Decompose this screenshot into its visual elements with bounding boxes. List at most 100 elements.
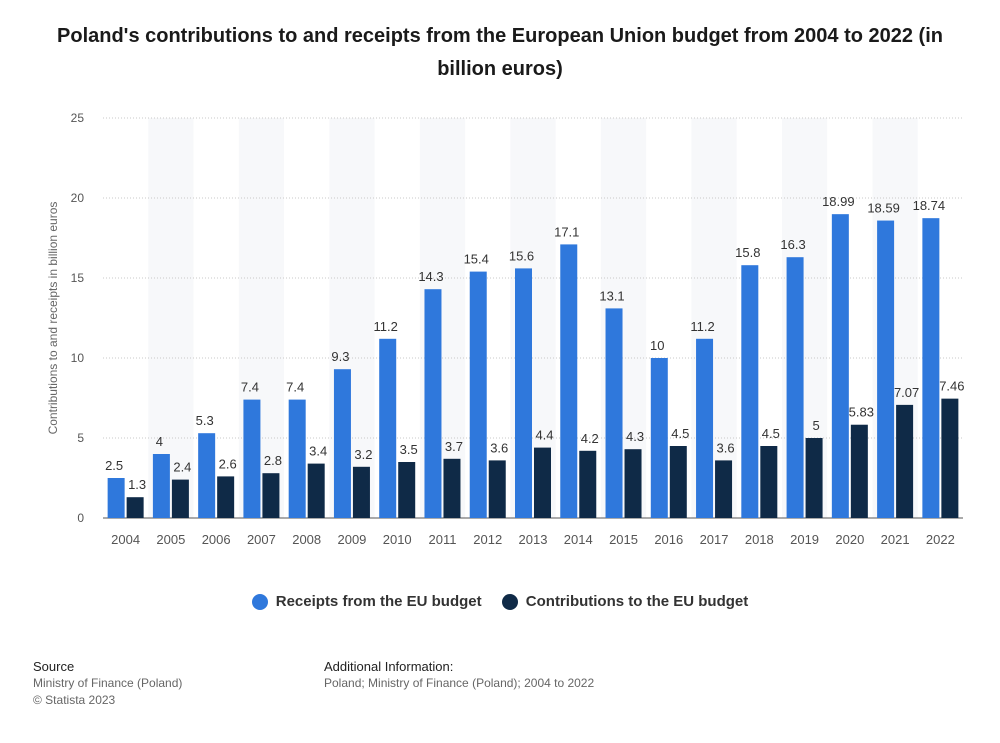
data-label-receipts-2007: 7.4 [241,380,259,395]
y-tick-label: 20 [71,191,85,205]
bar-receipts-2010 [379,338,397,518]
data-label-receipts-2008: 7.4 [286,380,304,395]
data-label-receipts-2009: 9.3 [331,349,349,364]
data-label-contributions-2007: 2.8 [264,453,282,468]
bar-receipts-2013 [515,268,532,518]
y-tick-label: 5 [77,431,84,445]
bar-contributions-2015 [624,449,642,518]
data-label-receipts-2014: 17.1 [554,224,579,239]
x-tick-label-2015: 2015 [609,532,638,547]
data-label-receipts-2011: 14.3 [418,269,443,284]
data-label-contributions-2017: 3.6 [717,440,735,455]
x-tick-label-2022: 2022 [926,532,955,547]
x-tick-label-2018: 2018 [745,532,774,547]
bar-chart: 0 5 10 15 20 25 Contributions to and receipts … [46,111,965,547]
additional-info-heading: Additional Information: [324,659,454,674]
data-label-receipts-2019: 16.3 [780,237,805,252]
bar-receipts-2004 [107,478,125,518]
y-tick-label: 15 [71,271,85,285]
bar-contributions-2005 [171,479,189,518]
data-label-contributions-2008: 3.4 [309,444,327,459]
bar-contributions-2016 [669,446,687,518]
additional-info-block: Additional Information: Poland; Ministry… [324,658,594,692]
data-label-contributions-2013: 4.4 [535,428,553,443]
legend-item-receipts[interactable]: Receipts from the EU budget [251,593,482,610]
bar-contributions-2019 [805,438,823,518]
data-label-contributions-2011: 3.7 [445,439,463,454]
source-block: Source Ministry of Finance (Poland) © St… [33,658,182,709]
data-label-contributions-2014: 4.2 [581,431,599,446]
x-tick-label-2014: 2014 [564,532,593,547]
bar-receipts-2022 [922,218,940,518]
bar-contributions-2014 [579,450,597,518]
bar-receipts-2021 [877,220,895,518]
bar-receipts-2014 [560,244,578,518]
bar-contributions-2008 [307,463,325,518]
data-label-contributions-2020: 5.83 [849,405,874,420]
bar-receipts-2007 [243,399,261,518]
data-label-contributions-2005: 2.4 [173,460,191,475]
bar-contributions-2004 [126,497,144,518]
bar-contributions-2017 [715,460,733,518]
data-label-receipts-2015: 13.1 [599,288,624,303]
data-label-contributions-2018: 4.5 [762,426,780,441]
x-tick-label-2010: 2010 [383,532,412,547]
bar-receipts-2005 [152,454,170,518]
bar-contributions-2010 [398,462,416,518]
x-tick-label-2021: 2021 [881,532,910,547]
chart-title: Poland's contributions to and receipts f… [57,25,943,80]
x-tick-label-2017: 2017 [700,532,729,547]
chart-legend: Receipts from the EU budget Contribution… [0,593,1000,614]
data-label-contributions-2006: 2.6 [219,456,237,471]
bar-contributions-2018 [760,446,778,518]
data-label-receipts-2010: 11.2 [374,319,398,334]
legend-dot-contributions-icon [501,593,518,610]
x-tick-label-2009: 2009 [337,532,366,547]
legend-label-receipts: Receipts from the EU budget [275,593,482,610]
y-tick-label: 10 [71,351,85,365]
bar-receipts-2012 [469,271,487,518]
data-label-contributions-2021: 7.07 [894,385,919,400]
x-tick-label-2011: 2011 [428,532,456,547]
data-label-receipts-2012: 15.4 [464,252,489,267]
bar-contributions-2012 [488,460,506,518]
legend-item-contributions[interactable]: Contributions to the EU budget [501,593,749,610]
bar-contributions-2006 [217,476,235,518]
data-label-receipts-2016: 10 [650,338,664,353]
data-label-receipts-2022: 18.74 [913,198,946,213]
data-label-contributions-2012: 3.6 [490,440,508,455]
x-tick-label-2019: 2019 [790,532,819,547]
data-label-receipts-2021: 18.59 [867,201,900,216]
x-tick-label-2005: 2005 [156,532,185,547]
source-heading: Source [33,659,75,674]
x-tick-label-2006: 2006 [202,532,231,547]
x-tick-label-2004: 2004 [111,532,140,547]
y-tick-label: 25 [71,111,85,125]
data-label-contributions-2015: 4.3 [626,429,644,444]
data-label-contributions-2004: 1.3 [128,477,146,492]
data-label-receipts-2018: 15.8 [735,245,760,260]
bar-contributions-2013 [534,447,551,518]
bar-contributions-2020 [850,424,868,518]
bar-contributions-2021 [896,404,914,518]
bar-receipts-2006 [198,433,216,518]
x-tick-label-2020: 2020 [835,532,864,547]
data-label-receipts-2017: 11.2 [690,319,714,334]
x-tick-label-2007: 2007 [247,532,276,547]
source-text[interactable]: Ministry of Finance (Poland) [33,676,183,690]
additional-info-text: Poland; Ministry of Finance (Poland); 20… [324,676,595,690]
data-label-contributions-2009: 3.2 [354,447,372,462]
legend-label-contributions: Contributions to the EU budget [525,593,749,610]
data-label-receipts-2013: 15.6 [509,248,534,263]
bar-receipts-2018 [741,265,759,518]
data-label-contributions-2019: 5 [812,418,819,433]
bar-contributions-2009 [352,466,370,518]
data-label-contributions-2010: 3.5 [400,442,418,457]
data-label-contributions-2016: 4.5 [671,426,689,441]
bar-receipts-2009 [333,369,351,518]
data-label-receipts-2020: 18.99 [822,194,855,209]
x-tick-label-2013: 2013 [519,532,548,547]
bar-receipts-2017 [696,338,714,518]
data-label-contributions-2022: 7.46 [939,379,964,394]
data-label-receipts-2006: 5.3 [196,413,214,428]
